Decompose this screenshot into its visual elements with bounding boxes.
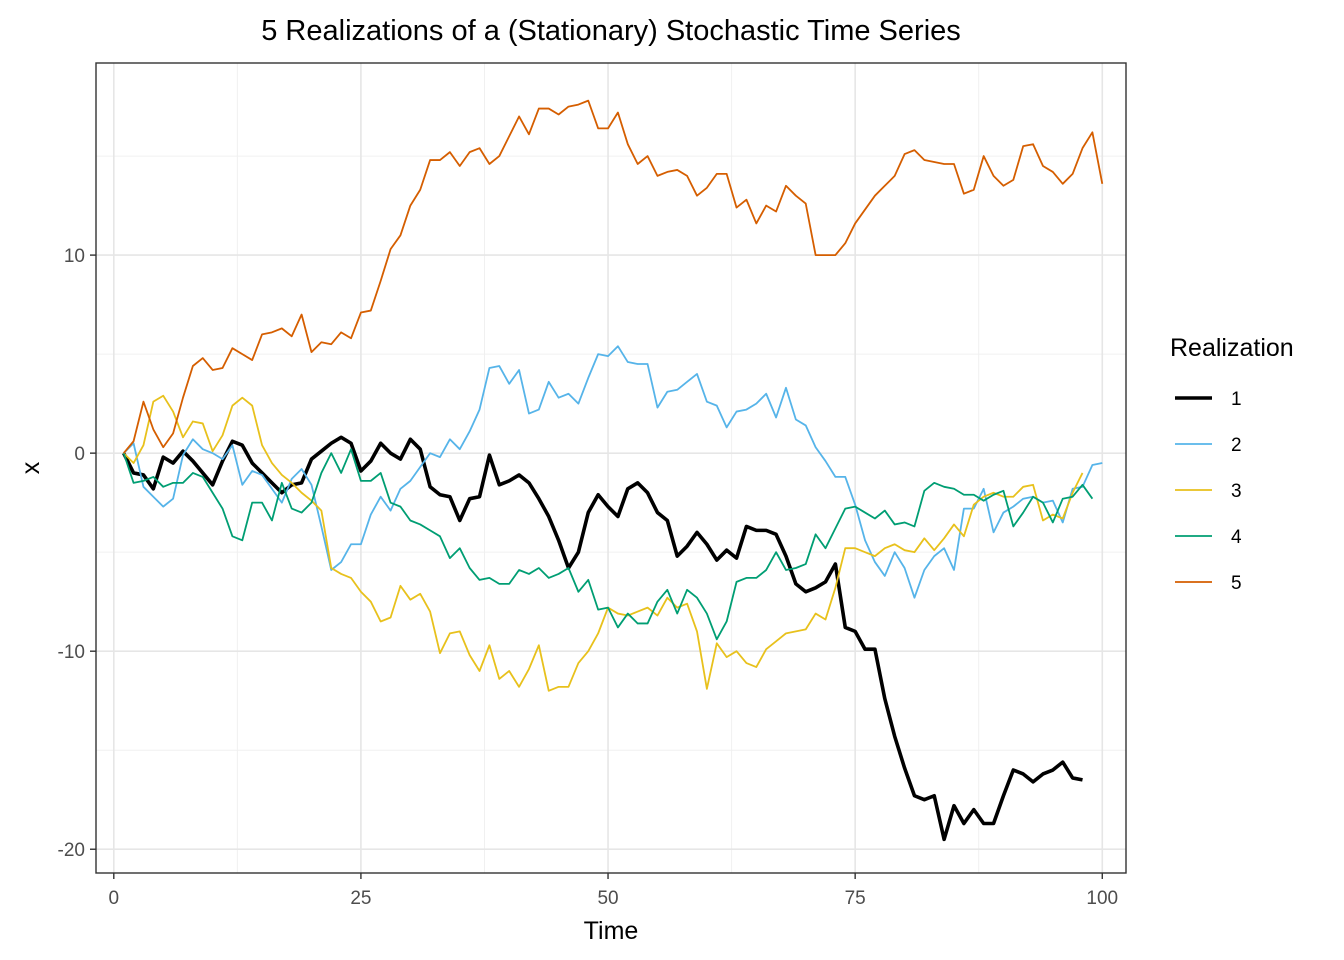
legend-label-1: 1	[1231, 389, 1242, 410]
y-tick-label: 10	[64, 246, 85, 267]
legend-label-3: 3	[1231, 481, 1242, 502]
plot-panel-border	[95, 62, 1127, 874]
x-tick-label: 75	[845, 888, 866, 909]
chart-title: 5 Realizations of a (Stationary) Stochas…	[261, 15, 961, 47]
series-line-2	[123, 345, 1103, 599]
x-tick-label: 50	[597, 888, 618, 909]
x-tick-label: 0	[109, 888, 120, 909]
legend-label-5: 5	[1231, 573, 1242, 594]
series-line-1	[122, 435, 1083, 842]
legend: 1 2 3 4 5	[1175, 389, 1242, 594]
y-tick-label: -20	[58, 840, 85, 861]
y-tick-label: 0	[74, 444, 85, 465]
grid	[96, 63, 1126, 873]
y-axis: -20 -10 0 10	[58, 246, 96, 861]
x-tick-label: 25	[350, 888, 371, 909]
series-line-3	[123, 394, 1084, 692]
x-tick-label: 100	[1086, 888, 1118, 909]
series-line-5	[122, 99, 1104, 454]
legend-label-2: 2	[1231, 435, 1242, 456]
legend-label-4: 4	[1231, 527, 1242, 548]
x-axis: 0 25 50 75 100	[109, 873, 1118, 909]
series-lines	[122, 99, 1104, 842]
y-axis-label: x	[17, 461, 45, 474]
series-line-4	[122, 448, 1094, 641]
legend-title: Realization	[1170, 334, 1294, 362]
y-tick-label: -10	[58, 642, 85, 663]
x-axis-label: Time	[584, 917, 639, 945]
